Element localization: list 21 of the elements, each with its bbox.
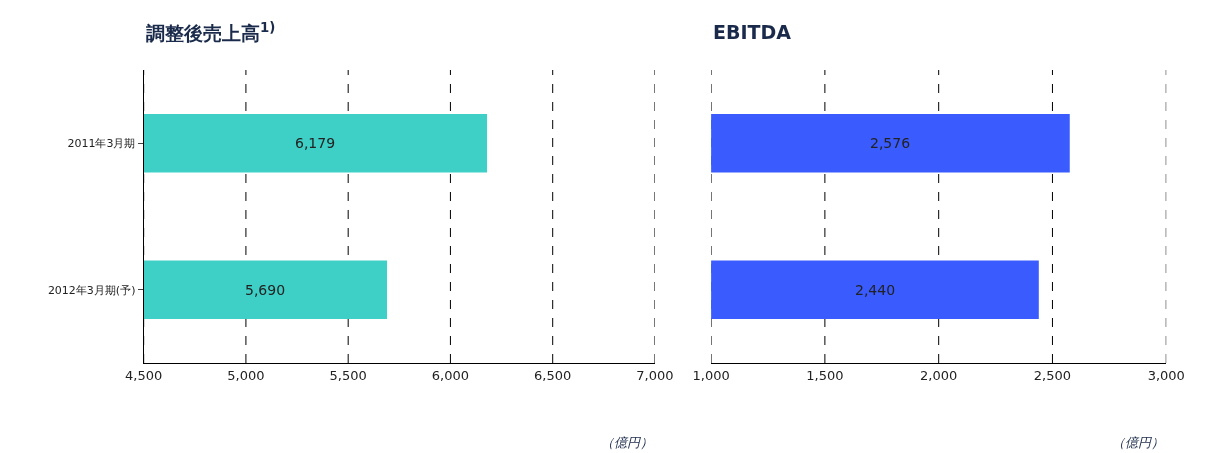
text: （億円） (601, 435, 653, 450)
x-tick-label: 6,500 (534, 367, 572, 383)
x-tick-label: 1,000 (692, 367, 730, 383)
chart-title: 調整後売上高$^{1)}$ (146, 20, 276, 44)
x-tick-label: 6,000 (431, 367, 470, 383)
text: （億円） (1112, 435, 1164, 450)
chart-title: EBITDA (713, 21, 792, 43)
x-tick-label: 5,000 (227, 367, 265, 383)
data-label: 2,576 (870, 135, 911, 151)
x-tick-label: 3,000 (1147, 367, 1185, 383)
x-tick-label: 7,000 (636, 367, 674, 383)
y-tick-label: 2011年3月期 (67, 137, 136, 151)
x-tick-label: 1,500 (806, 367, 844, 383)
x-tick-label: 2,500 (1033, 367, 1072, 383)
data-label: 2,440 (855, 282, 896, 298)
x-tick-label: 4,500 (125, 367, 163, 383)
data-label: 6,179 (295, 135, 336, 151)
x-tick-label: 5,500 (329, 367, 367, 383)
data-label: 5,690 (245, 282, 286, 298)
y-tick-label: 2012年3月期(予) (47, 283, 136, 297)
x-tick-label: 2,000 (920, 367, 958, 383)
